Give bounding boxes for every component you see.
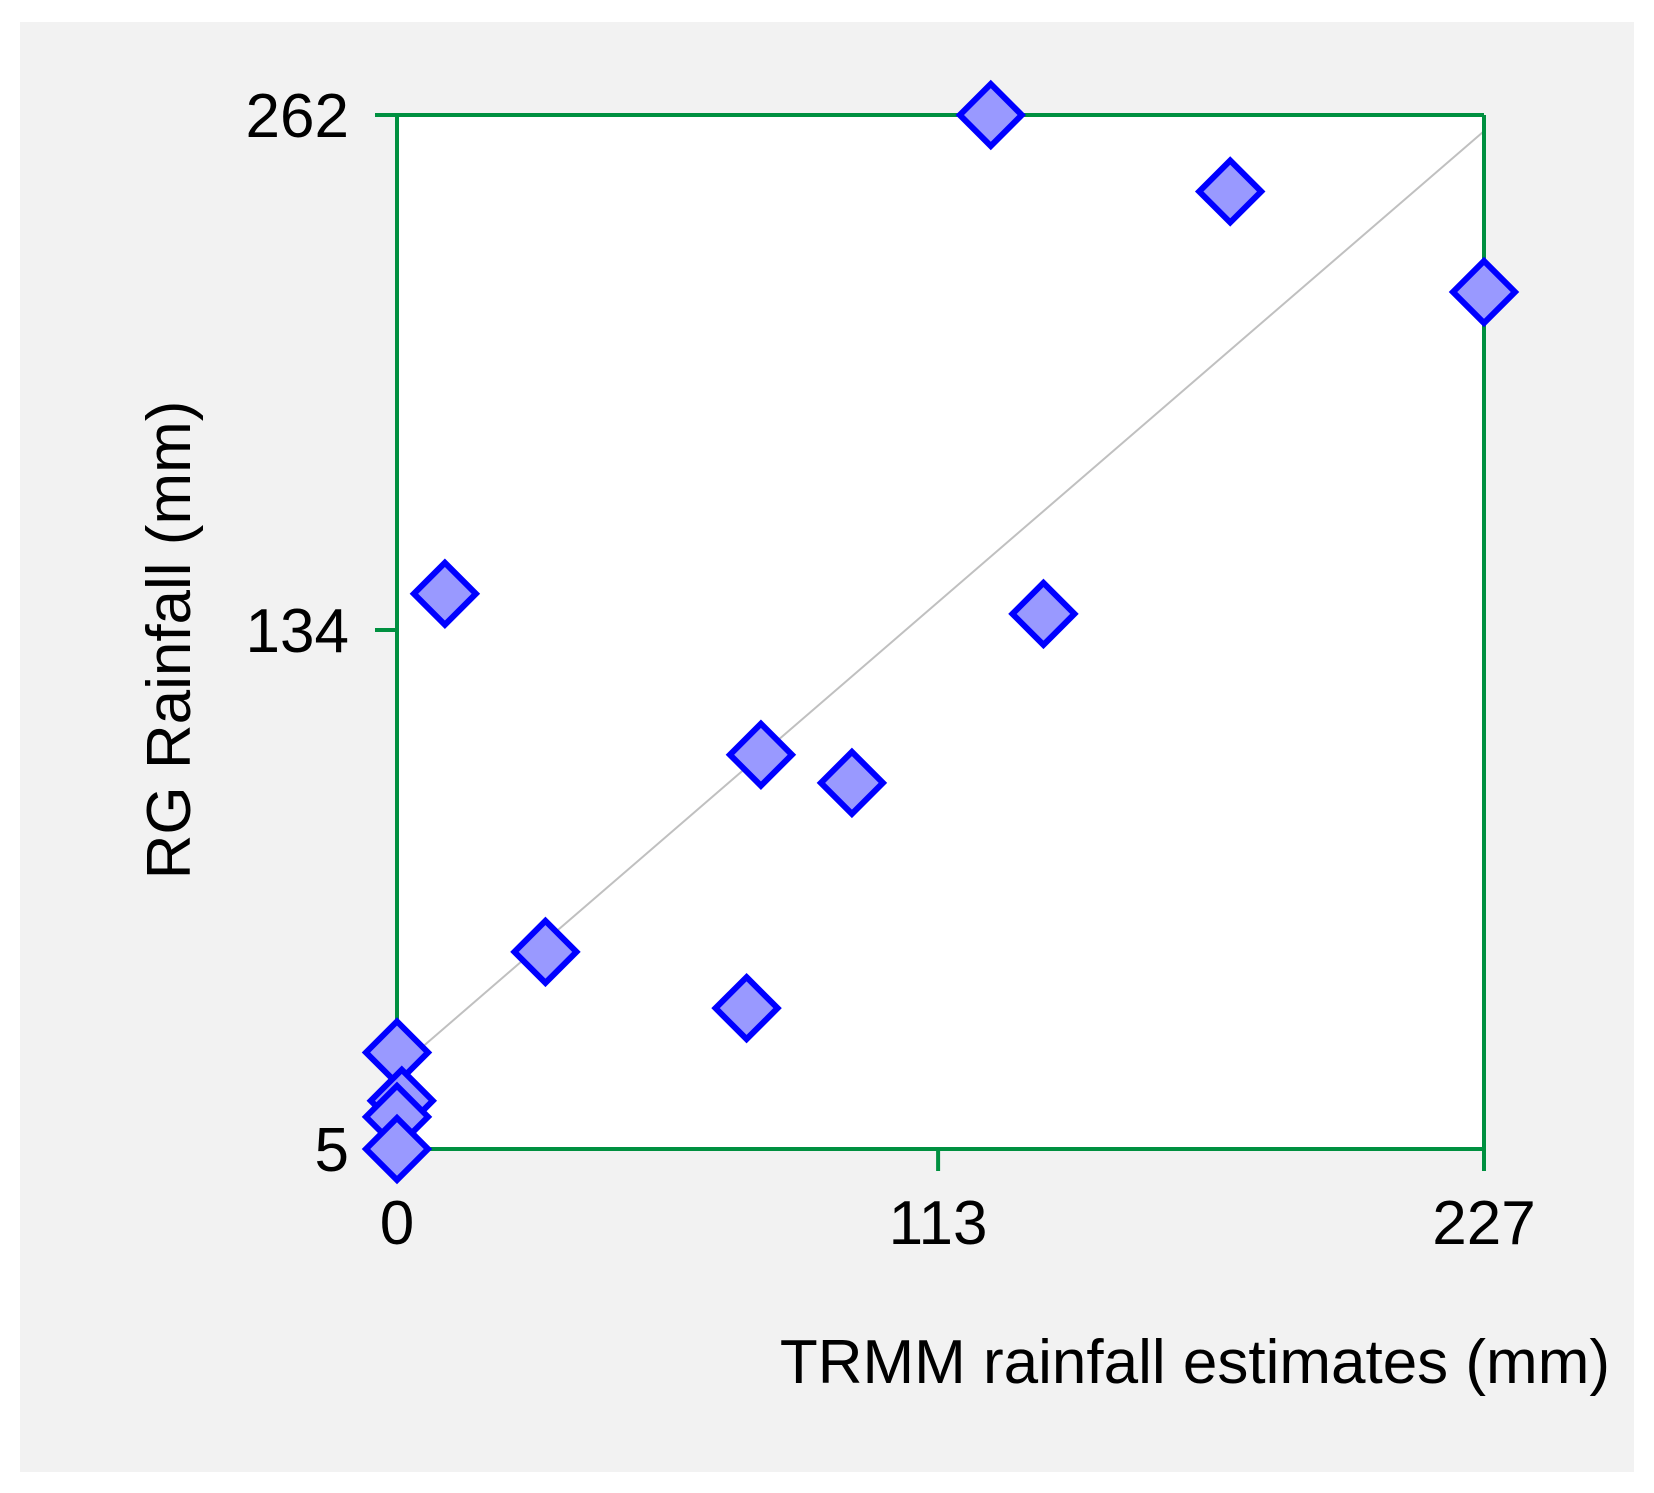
- data-point: [955, 79, 1027, 151]
- y-tick-label: 5: [315, 1116, 349, 1185]
- plot-area: [397, 115, 1484, 1149]
- y-axis-title: RG Rainfall (mm): [135, 401, 204, 880]
- data-point: [409, 558, 481, 630]
- x-tick-label: 113: [889, 1189, 988, 1258]
- data-point: [361, 1113, 433, 1185]
- x-tick-label: 0: [380, 1189, 414, 1258]
- y-tick-label: 262: [246, 82, 349, 151]
- y-axis-ticks: 5 134 262: [246, 82, 397, 1185]
- x-axis-ticks: 0 113 227: [380, 1149, 1536, 1258]
- data-point: [1008, 578, 1079, 650]
- data-point: [510, 916, 581, 988]
- data-point: [1194, 156, 1266, 227]
- x-tick-label: 227: [1432, 1189, 1535, 1258]
- data-point: [1448, 256, 1520, 328]
- data-point: [725, 719, 797, 790]
- data-point: [711, 972, 782, 1044]
- y-tick-label: 134: [246, 597, 349, 666]
- x-axis-title: TRMM rainfall estimates (mm): [780, 1328, 1610, 1397]
- data-points: [361, 79, 1520, 1185]
- trend-line: [410, 130, 1485, 1058]
- data-point: [816, 747, 888, 819]
